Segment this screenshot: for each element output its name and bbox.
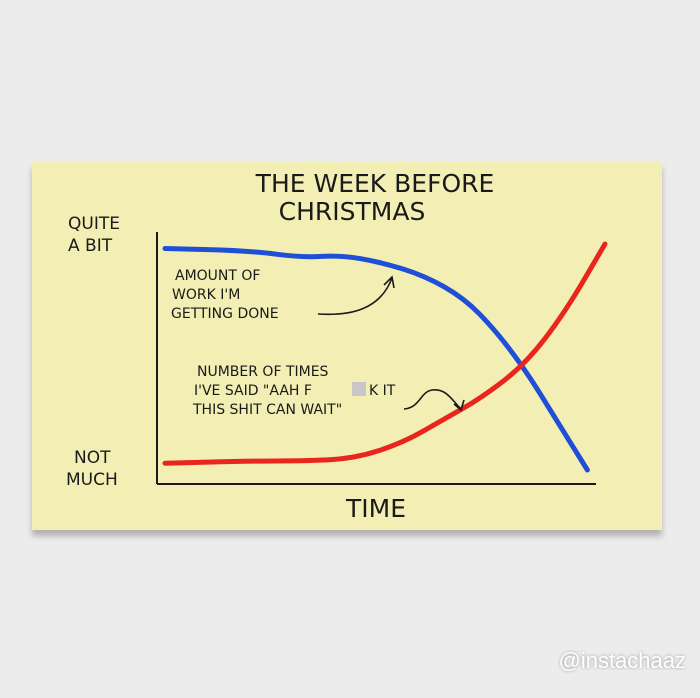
chart-title-line1: THE WEEK BEFORE xyxy=(255,169,495,198)
watermark: @instachaaz xyxy=(558,648,686,673)
red-annotation-3: THIS SHIT CAN WAIT" xyxy=(192,402,342,418)
sticky-note xyxy=(32,162,662,530)
series-line-times-said xyxy=(162,241,608,466)
arrow-icon xyxy=(317,275,395,316)
x-axis-label: TIME xyxy=(345,494,406,523)
chart-title-line2: CHRISTMAS xyxy=(279,197,426,226)
blue-annotation-3: GETTING DONE xyxy=(171,306,279,322)
censor-block xyxy=(352,382,366,396)
red-annotation-2b: K IT xyxy=(369,383,396,399)
red-annotation-2: I'VE SAID "AAH F xyxy=(194,383,312,399)
red-annotation-1: NUMBER OF TIMES xyxy=(197,364,329,380)
blue-annotation-1: AMOUNT OF xyxy=(175,268,260,284)
y-label-top-1: QUITE xyxy=(68,214,120,234)
y-label-bottom-1: NOT xyxy=(74,448,111,468)
y-label-top-2: A BIT xyxy=(68,236,113,256)
arrow-icon xyxy=(403,389,465,412)
blue-annotation-2: WORK I'M xyxy=(172,287,240,303)
y-label-bottom-2: MUCH xyxy=(66,470,118,490)
